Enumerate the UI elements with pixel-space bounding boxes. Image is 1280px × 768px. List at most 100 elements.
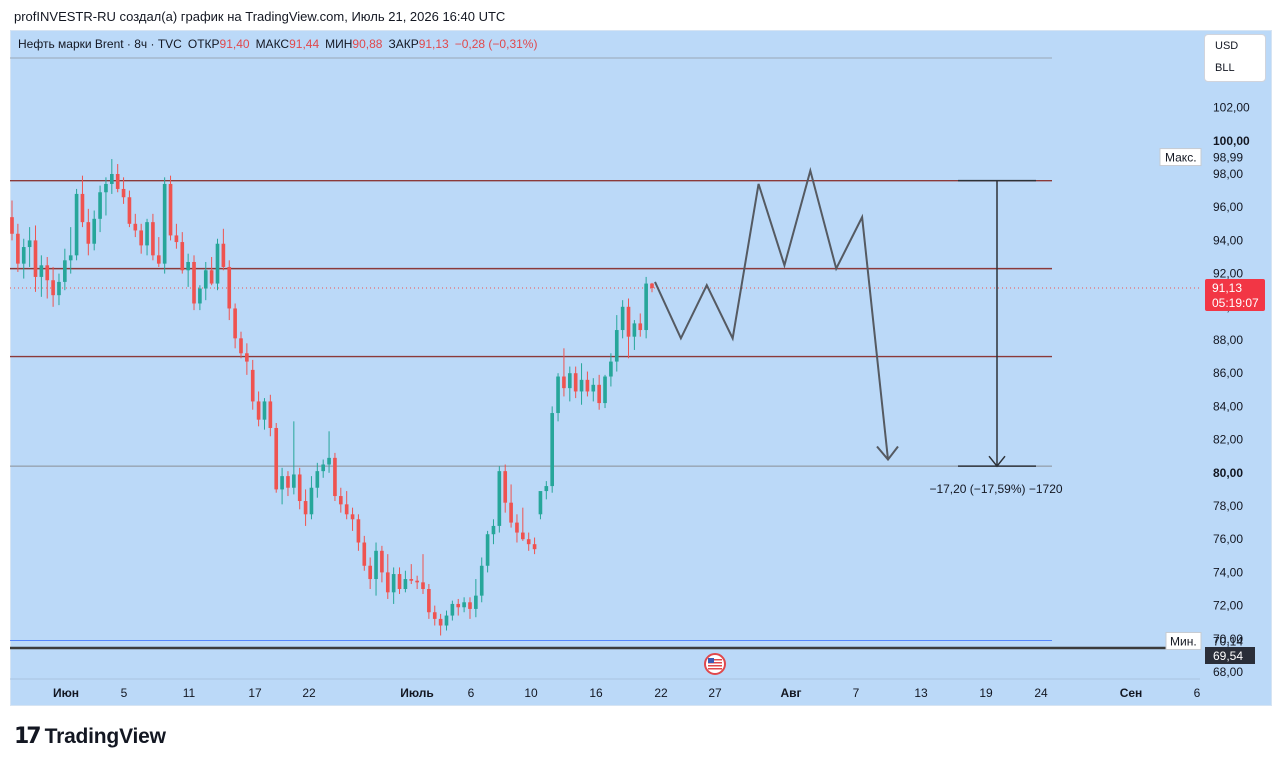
candle-body — [521, 532, 525, 540]
candle-body — [374, 550, 378, 580]
y-axis-tick-label: 92,00 — [1213, 267, 1243, 281]
candle-body — [497, 471, 502, 526]
measure-arrowhead — [988, 455, 1006, 468]
candle-body — [421, 582, 425, 589]
candle-body — [550, 413, 555, 487]
y-axis-tick-label: 82,00 — [1213, 433, 1243, 447]
x-axis-tick-label: 11 — [183, 686, 196, 700]
candle-body — [63, 260, 67, 282]
candle-body — [626, 306, 631, 337]
candle-body — [479, 565, 484, 596]
tradingview-logo[interactable]: 17 TradingView — [14, 724, 166, 749]
candle-body — [309, 487, 314, 515]
candle-body — [139, 230, 143, 246]
flag-stripe — [708, 659, 722, 661]
candle-body — [127, 197, 132, 224]
candle-body — [233, 308, 237, 339]
candle-body — [503, 471, 508, 503]
currency-label[interactable]: USD — [1215, 40, 1239, 52]
candle-body — [597, 384, 601, 404]
flag-stripe — [708, 662, 722, 664]
candle-body — [609, 361, 613, 377]
candle-body — [192, 261, 196, 304]
candle-body — [104, 183, 108, 193]
candle-body — [585, 379, 590, 392]
y-axis-tick-label: 80,00 — [1213, 466, 1243, 480]
measure-label: −17,20 (−17,59%) −1720 — [929, 482, 1062, 496]
event-icon-ring — [704, 653, 726, 675]
candle-body — [403, 579, 408, 589]
candle-body — [92, 218, 97, 244]
current-price-box — [1205, 279, 1265, 312]
currency-unit-box[interactable]: USD BLL — [1204, 34, 1266, 82]
candle-body — [438, 618, 443, 626]
candle-body — [227, 266, 232, 309]
candle-body — [409, 579, 414, 581]
candle-body — [74, 193, 79, 256]
x-axis-tick-label: 16 — [589, 686, 603, 700]
legend-low-value: 90,88 — [352, 37, 383, 51]
candle-body — [162, 183, 167, 264]
candle-body — [209, 270, 214, 284]
legend-symbol[interactable]: Нефть марки Brent · 8ч · TVC — [18, 37, 182, 51]
legend-low-label: МИН — [325, 37, 353, 51]
candle-body — [362, 542, 367, 566]
candle-body — [544, 486, 549, 492]
candle-body — [397, 574, 402, 589]
chart-area[interactable] — [10, 30, 1272, 706]
legend-high-label: МАКС — [255, 37, 290, 51]
candle-body — [98, 192, 102, 219]
legend-close-value: 91,13 — [418, 37, 449, 51]
candle-body — [638, 323, 643, 331]
y-axis-tick-label: 74,00 — [1213, 565, 1243, 579]
candle-body — [509, 502, 513, 523]
x-axis-tick-label: 22 — [654, 686, 668, 700]
candle-body — [532, 544, 537, 550]
candle-body — [39, 265, 44, 277]
candle-body — [474, 595, 478, 609]
candle-body — [245, 353, 249, 362]
candle-body — [51, 280, 55, 296]
candle-body — [174, 235, 179, 243]
flag-stripe — [708, 668, 722, 670]
candle-body — [321, 464, 326, 472]
candle-body — [432, 612, 437, 619]
min-label-box — [1165, 631, 1202, 650]
candle-body — [614, 330, 619, 362]
y-axis-tick-label: 68,00 — [1213, 665, 1243, 679]
candle-body — [468, 602, 472, 609]
candle-body — [538, 491, 543, 515]
candle-body — [567, 373, 572, 389]
candle-body — [344, 504, 349, 515]
flag-canton — [708, 658, 714, 663]
legend-open-label: ОТКР — [187, 37, 220, 51]
candle-body — [556, 376, 560, 414]
y-axis-tick-label: 88,00 — [1213, 333, 1243, 347]
candle-body — [491, 525, 496, 535]
candle-body — [297, 474, 302, 502]
candle-body — [80, 193, 85, 223]
candle-body — [21, 247, 26, 264]
x-axis-tick-label: 13 — [914, 686, 928, 700]
x-axis-tick-label: 24 — [1034, 686, 1048, 700]
x-axis-tick-label: 10 — [524, 686, 538, 700]
candle-body — [262, 401, 267, 420]
x-axis-tick-label: 6 — [468, 686, 475, 700]
max-value: 98,99 — [1213, 151, 1243, 165]
symbol-legend: Нефть марки Brent · 8ч · TVC ОТКР 91,40 М… — [18, 37, 537, 51]
x-axis-tick-label: 6 — [1194, 686, 1201, 700]
candle-body — [57, 281, 61, 296]
candle-body — [215, 243, 220, 284]
unit-label[interactable]: BLL — [1215, 62, 1235, 74]
legend-change: −0,28 (−0,31%) — [454, 37, 538, 51]
candle-body — [180, 242, 185, 271]
x-axis-tick-label: 5 — [121, 686, 128, 700]
current-price-value: 91,13 — [1212, 281, 1242, 295]
candle-body — [292, 474, 296, 488]
us-economic-event-icon — [704, 653, 726, 675]
candle-body — [10, 217, 14, 234]
projection-path — [654, 166, 889, 460]
y-axis-tick-label: 102,00 — [1213, 101, 1250, 115]
x-axis-tick-label: 27 — [708, 686, 722, 700]
